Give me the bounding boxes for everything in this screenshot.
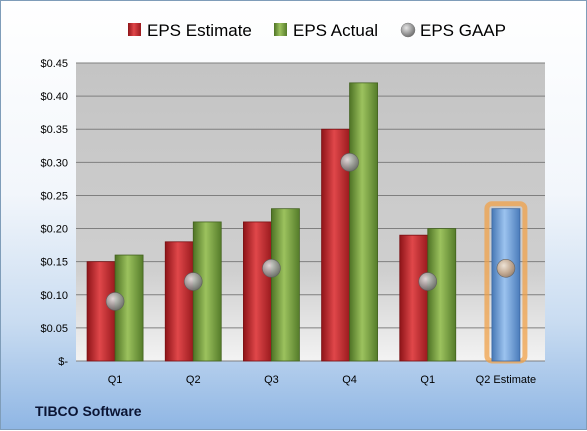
x-tick-label: Q1: [420, 374, 435, 386]
bar-eps-actual: [192, 221, 222, 362]
legend-label: EPS Estimate: [147, 21, 252, 40]
bar-eps-estimate: [164, 241, 194, 362]
x-tick-label: Q2: [186, 374, 201, 386]
bar-eps-estimate: [243, 221, 272, 362]
marker-eps-gaap: [418, 272, 438, 291]
y-tick-label: $0.40: [40, 91, 68, 103]
marker-eps-gaap: [262, 258, 281, 278]
company-name: TIBCO Software: [35, 403, 142, 419]
y-tick-label: $0.25: [40, 190, 68, 202]
legend-label: EPS GAAP: [420, 21, 506, 40]
legend-label: EPS Actual: [293, 21, 378, 40]
marker-eps-gaap: [340, 153, 359, 172]
y-tick-label: $0.30: [40, 157, 68, 169]
bar-eps-actual: [271, 208, 300, 362]
marker-eps-gaap: [496, 258, 516, 278]
x-tick-label: Q4: [342, 374, 357, 386]
y-tick-label: $0.05: [40, 323, 68, 335]
y-tick-label: $0.45: [40, 58, 68, 70]
y-tick-label: $0.35: [40, 124, 68, 136]
bar-eps-estimate-next: [491, 208, 521, 362]
marker-eps-gaap: [183, 272, 203, 291]
x-tick-label: Q1: [108, 374, 123, 386]
y-tick-label: $0.20: [40, 224, 68, 236]
bar-eps-actual: [427, 228, 457, 362]
y-tick-label: $-: [58, 356, 68, 368]
bar-eps-actual: [114, 254, 144, 362]
plot-area: [76, 63, 545, 361]
x-tick-label: Q2 Estimate: [476, 374, 537, 386]
y-tick-label: $0.15: [40, 257, 68, 269]
bar-eps-estimate: [86, 261, 116, 362]
y-tick-label: $0.10: [40, 290, 68, 302]
marker-eps-gaap: [105, 292, 125, 311]
legend-swatch: [400, 22, 416, 38]
legend-swatch: [274, 23, 287, 36]
bar-eps-actual: [349, 82, 378, 362]
bar-eps-estimate: [399, 234, 429, 362]
legend-swatch: [128, 23, 141, 36]
x-tick-label: Q3: [264, 374, 279, 386]
